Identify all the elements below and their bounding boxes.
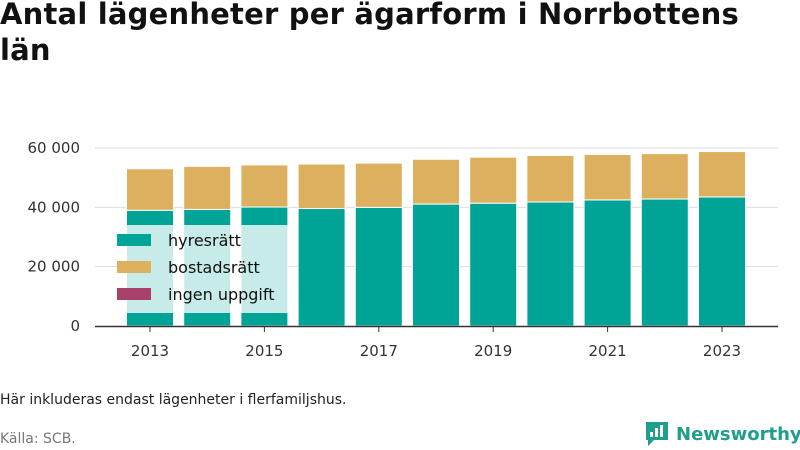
bar-segment: [126, 168, 174, 211]
x-tick-label: 2013: [131, 342, 169, 360]
bar-segment: [640, 198, 689, 327]
bar-segment: [583, 154, 632, 201]
bar-segment: [183, 165, 232, 210]
bar-segment: [412, 158, 460, 205]
bar-segment: [698, 196, 746, 327]
x-tick-label: 2015: [245, 342, 283, 360]
newsworthy-logo-icon: [646, 422, 668, 446]
bar-segment: [354, 162, 403, 208]
legend-label: ingen uppgift: [168, 285, 275, 304]
bar-segment: [640, 153, 689, 200]
bar-segment: [583, 199, 632, 327]
bar-segment: [698, 151, 746, 198]
bar-segment: [526, 154, 575, 203]
brand-name: Newsworthy: [676, 423, 800, 445]
source-credit: Källa: SCB.: [0, 431, 76, 447]
bar-segment: [240, 164, 289, 208]
y-tick-label: 0: [70, 317, 80, 335]
bar-segment: [412, 203, 460, 327]
bar-segment: [526, 201, 575, 327]
legend-swatch: [117, 234, 151, 246]
x-tick-label: 2021: [589, 342, 627, 360]
legend-label: bostadsrätt: [168, 258, 260, 277]
legend-swatch: [117, 261, 151, 273]
chart-title: Antal lägenheter per ägarform i Norrbott…: [0, 0, 739, 67]
x-tick-label: 2023: [703, 342, 741, 360]
legend-label: hyresrätt: [168, 231, 241, 250]
chart-note: Här inkluderas endast lägenheter i flerf…: [0, 392, 347, 408]
bar-segment: [469, 156, 518, 204]
bar-segment: [297, 208, 346, 327]
y-tick-label: 20 000: [28, 258, 81, 276]
legend-background: [125, 225, 288, 313]
x-tick-label: 2017: [360, 342, 398, 360]
brand-logo: Newsworthy: [644, 420, 800, 448]
legend: hyresrätt bostadsrätt ingen uppgift: [117, 225, 288, 313]
bar-segment: [469, 202, 518, 327]
bar-segment: [354, 206, 403, 327]
y-tick-label: 40 000: [28, 198, 81, 216]
legend-swatch: [117, 288, 151, 300]
bar-segment: [297, 163, 346, 210]
stacked-bar-chart: hyresrätt bostadsrätt ingen uppgift 0 20 00…: [28, 139, 778, 360]
y-tick-label: 60 000: [28, 139, 81, 157]
axes: 0 20 000 40 000 60 000 2013 2015 2017 2019 2021 2…: [28, 139, 778, 360]
x-tick-label: 2019: [474, 342, 512, 360]
